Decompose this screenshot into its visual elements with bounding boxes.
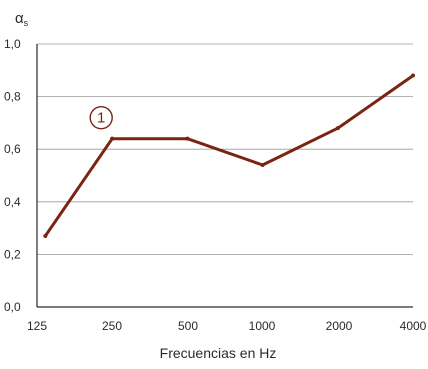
annotation-group: 1 <box>89 105 113 130</box>
annotation-label: 1 <box>97 110 105 127</box>
grid-lines <box>37 43 413 255</box>
x-tick-label: 250 <box>102 319 122 333</box>
series-line <box>43 74 415 238</box>
data-point <box>43 233 48 238</box>
y-tick-label: 0,4 <box>4 195 21 209</box>
x-tick-labels: 125 250 500 1000 2000 4000 <box>27 319 427 333</box>
x-tick-label: 125 <box>27 319 47 333</box>
data-point <box>335 126 340 131</box>
y-tick-label: 0,8 <box>4 90 21 104</box>
y-tick-label: 0,6 <box>4 142 21 156</box>
y-tick-label: 1,0 <box>4 37 21 51</box>
x-tick-label: 2000 <box>326 319 353 333</box>
data-point <box>411 73 415 78</box>
x-tick-label: 500 <box>178 319 198 333</box>
y-tick-label: 0,0 <box>4 300 21 314</box>
data-point <box>110 136 115 141</box>
data-point <box>260 162 265 167</box>
y-tick-labels: 0,0 0,2 0,4 0,6 0,8 1,0 <box>4 37 21 314</box>
y-tick-label: 0,2 <box>4 247 21 261</box>
data-point <box>185 136 190 141</box>
y-axis-title: αs <box>15 10 29 28</box>
x-tick-label: 4000 <box>400 319 427 333</box>
x-axis-title: Frecuencias en Hz <box>160 345 277 361</box>
series-group <box>43 73 415 238</box>
x-tick-label: 1000 <box>249 319 276 333</box>
annotation-circle <box>89 105 113 130</box>
